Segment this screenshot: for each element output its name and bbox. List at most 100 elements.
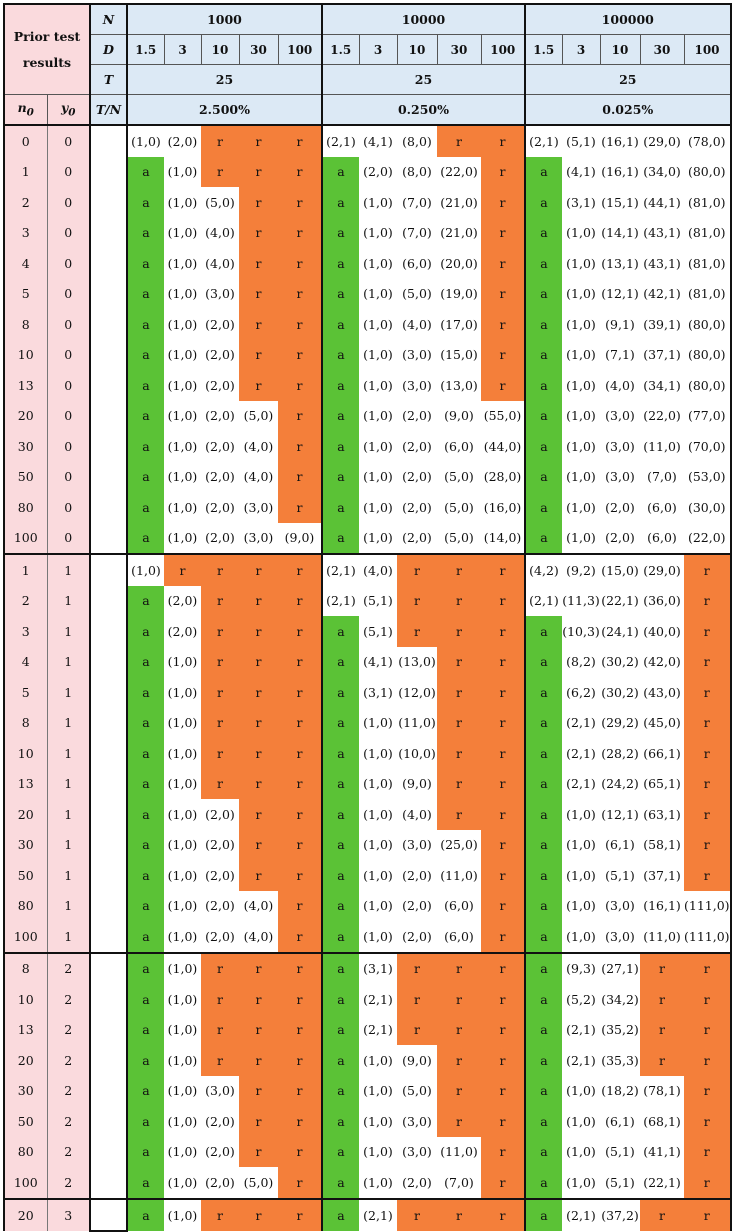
result-cell: r (684, 738, 732, 769)
n0-cell: 2 (3, 585, 48, 616)
result-cell: a (127, 309, 164, 340)
result-cell: (1,0) (164, 339, 201, 370)
prior-test-results-label: Prior test results (3, 3, 91, 95)
result-cell: (80,0) (684, 156, 732, 187)
y0-cell: 0 (47, 217, 91, 248)
d-value-header: 30 (639, 34, 685, 65)
result-cell: (35,2) (600, 1014, 640, 1045)
result-cell: a (322, 1136, 359, 1167)
result-cell: (1,0) (164, 860, 201, 891)
result-cell: r (684, 677, 732, 708)
result-cell: a (525, 522, 562, 554)
result-cell: (16,1) (640, 890, 684, 921)
result-cell: r (481, 677, 526, 708)
result-cell: r (397, 616, 437, 647)
result-cell: r (397, 553, 437, 586)
result-cell: (2,0) (397, 492, 437, 523)
tn-blank-cell (89, 217, 128, 248)
n0-cell: 3 (3, 616, 48, 647)
tn-blank-cell (89, 1106, 128, 1137)
result-cell: (2,0) (201, 890, 239, 921)
n-label: N (89, 3, 128, 35)
result-cell: (2,0) (201, 492, 239, 523)
result-cell: a (525, 187, 562, 218)
d-value-header: 30 (238, 34, 279, 65)
tn-blank-cell (89, 860, 128, 891)
result-cell: r (684, 585, 732, 616)
result-cell: (44,1) (640, 187, 684, 218)
y0-cell: 2 (47, 1136, 91, 1167)
group-tn-1: 2.500% (126, 94, 323, 126)
result-cell: (2,0) (164, 585, 201, 616)
group-t-3: 25 (524, 64, 732, 95)
table-row: 20 2 a (1,0) r r r a (1,0) (9,0) r r a (2,1) (35,3) r r (3, 1045, 732, 1076)
result-cell: (5,1) (600, 1136, 640, 1167)
y0-cell: 1 (47, 585, 91, 616)
result-cell: (10,0) (397, 738, 437, 769)
result-cell: (35,3) (600, 1045, 640, 1076)
y0-cell: 0 (47, 370, 91, 401)
y0-cell: 1 (47, 890, 91, 921)
result-cell: (2,0) (600, 492, 640, 523)
result-cell: (80,0) (684, 370, 732, 401)
result-cell: r (239, 217, 278, 248)
result-cell: a (127, 1014, 164, 1045)
result-cell: r (201, 1014, 239, 1045)
result-cell: r (640, 984, 684, 1015)
result-cell: (1,0) (359, 400, 397, 431)
result-cell: r (640, 1197, 684, 1231)
result-cell: (5,2) (562, 984, 600, 1015)
result-cell: (66,1) (640, 738, 684, 769)
result-cell: r (481, 921, 526, 953)
result-cell: r (278, 248, 323, 279)
n0-cell: 30 (3, 431, 48, 462)
result-cell: (4,0) (201, 248, 239, 279)
result-cell: (1,0) (164, 217, 201, 248)
result-cell: r (481, 278, 526, 309)
result-cell: a (127, 677, 164, 708)
result-cell: (2,0) (201, 860, 239, 891)
result-cell: a (525, 921, 562, 953)
result-cell: r (481, 585, 526, 616)
result-cell: r (278, 707, 323, 738)
n0-cell: 8 (3, 707, 48, 738)
result-cell: a (525, 984, 562, 1015)
tn-blank-cell (89, 278, 128, 309)
result-cell: (6,0) (437, 890, 481, 921)
result-cell: (7,0) (437, 1167, 481, 1199)
result-cell: r (239, 1045, 278, 1076)
result-cell: r (201, 677, 239, 708)
result-cell: a (322, 1197, 359, 1231)
result-cell: a (525, 492, 562, 523)
result-cell: (1,0) (359, 309, 397, 340)
table-row: 1 0 a (1,0) r r r a (2,0) (8,0) (22,0) r a (4,1) (16,1… (3, 156, 732, 187)
result-cell: a (525, 768, 562, 799)
table-row: 30 1 a (1,0) (2,0) r r a (1,0) (3,0) (25,0) r a (1,0)… (3, 829, 732, 860)
result-cell: (14,1) (600, 217, 640, 248)
result-cell: (18,2) (600, 1075, 640, 1106)
result-cell: r (640, 1045, 684, 1076)
result-cell: r (437, 799, 481, 830)
result-cell: r (239, 585, 278, 616)
result-cell: (5,0) (397, 278, 437, 309)
table-row: 50 0 a (1,0) (2,0) (4,0) r a (1,0) (2,0) (5,0) (28,… (3, 461, 732, 492)
result-cell: (1,0) (164, 370, 201, 401)
result-cell: r (278, 1136, 323, 1167)
result-cell: r (481, 738, 526, 769)
group-tn-3: 0.025% (524, 94, 732, 126)
d-value-header: 3 (561, 34, 601, 65)
table-row: 8 1 a (1,0) r r r a (1,0) (11,0) r r a (2,1) (29,2) (45… (3, 707, 732, 738)
tn-blank-cell (89, 187, 128, 218)
result-cell: r (481, 951, 526, 984)
result-cell: a (127, 1197, 164, 1231)
y0-cell: 0 (47, 339, 91, 370)
y0-cell: 0 (47, 431, 91, 462)
result-cell: (2,0) (397, 522, 437, 554)
result-cell: (5,0) (397, 1075, 437, 1106)
n0-cell: 30 (3, 829, 48, 860)
result-cell: a (127, 707, 164, 738)
group-n-10000: 10000 (321, 3, 526, 35)
result-cell: (1,0) (359, 768, 397, 799)
result-cell: (8,2) (562, 646, 600, 677)
result-cell: r (397, 984, 437, 1015)
